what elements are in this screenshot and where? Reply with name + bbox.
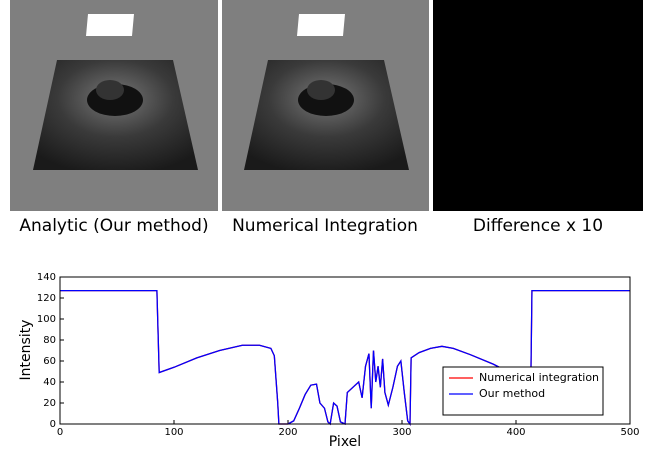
legend-label: Numerical integration (479, 371, 599, 384)
data-line (60, 290, 630, 426)
y-tick-label: 140 (37, 272, 56, 283)
legend-box (442, 366, 604, 416)
y-tick-label: 100 (37, 314, 56, 325)
y-axis-label: Intensity (18, 320, 34, 381)
x-tick-label: 400 (506, 427, 525, 438)
caption: Analytic (Our method) (19, 216, 208, 236)
x-axis-label: Pixel (329, 434, 361, 450)
caption: Difference x 10 (473, 216, 603, 236)
y-tick-label: 40 (43, 377, 56, 388)
x-tick-label: 300 (392, 427, 411, 438)
x-tick-label: 0 (57, 427, 63, 438)
legend-label: Our method (479, 387, 545, 400)
x-tick-label: 200 (278, 427, 297, 438)
y-tick-label: 0 (50, 419, 56, 430)
y-tick-label: 60 (43, 356, 56, 367)
render-numerical (222, 0, 429, 211)
render-difference (433, 0, 643, 211)
y-tick-label: 20 (43, 398, 56, 409)
x-tick-label: 500 (620, 427, 639, 438)
render-analytic (10, 0, 218, 211)
plot-frame (59, 276, 631, 425)
caption: Numerical Integration (232, 216, 418, 236)
y-tick-label: 120 (37, 293, 56, 304)
y-tick-label: 80 (43, 335, 56, 346)
x-tick-label: 100 (164, 427, 183, 438)
